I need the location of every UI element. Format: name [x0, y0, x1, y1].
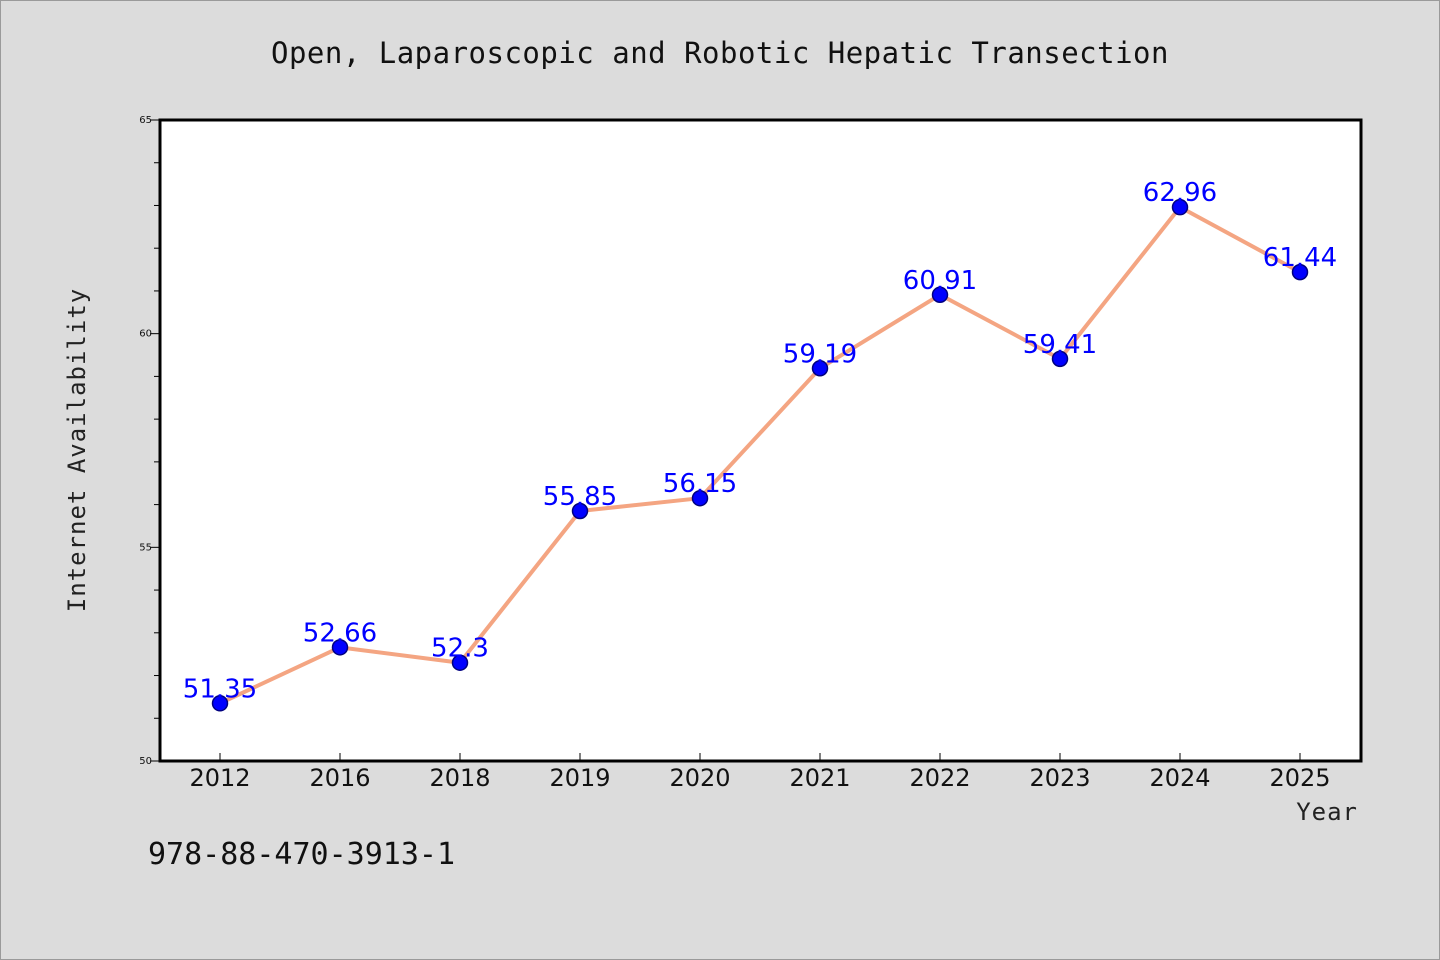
x-tick-label: 2022: [909, 764, 970, 792]
data-label: 62.96: [1143, 178, 1217, 208]
data-label: 55.85: [543, 482, 617, 512]
data-label: 60.91: [903, 266, 977, 296]
plot-area: [158, 118, 1363, 763]
series-layer: 51.35 52.66 52.3 55.85 56.15 59.19 60.91 59.41 6…: [183, 178, 1337, 712]
y-tick-label: 55: [139, 542, 152, 553]
x-tick-label: 2019: [549, 764, 610, 792]
data-point: [811, 360, 829, 377]
data-point: [211, 695, 229, 712]
series-line: [218, 205, 1302, 706]
data-label: 59.41: [1023, 330, 1097, 360]
data-label: 59.19: [783, 339, 857, 369]
x-tick-label: 2016: [309, 764, 370, 792]
x-tick-label: 2018: [429, 764, 490, 792]
data-point: [931, 286, 949, 304]
x-tick-label: 2025: [1269, 764, 1330, 792]
data-label: 56.15: [663, 469, 737, 499]
x-tick-label: 2024: [1149, 764, 1210, 792]
x-tick-label: 2012: [189, 764, 250, 792]
y-tick-label: 65: [139, 115, 152, 126]
x-tick-label: 2021: [789, 764, 850, 792]
data-point: [571, 502, 589, 520]
data-point: [331, 639, 349, 656]
data-label: 51.35: [183, 674, 257, 704]
footer-isbn: 978-88-470-3913-1: [148, 837, 455, 872]
x-axis: 2012 2016 2018 2019 2020 2021 2022 2023 2024 2025: [189, 753, 1331, 792]
chart-title: Open, Laparoscopic and Robotic Hepatic T…: [271, 36, 1169, 70]
data-point: [1291, 263, 1309, 281]
x-tick-label: 2023: [1029, 764, 1090, 792]
x-axis-label: Year: [1296, 798, 1358, 826]
y-tick-label: 50: [139, 756, 152, 767]
y-axis: 50 55 60 65: [139, 115, 160, 767]
y-axis-label: Internet Availability: [63, 288, 91, 612]
data-point: [691, 489, 709, 507]
data-label: 61.44: [1263, 243, 1337, 273]
y-tick-label: 60: [139, 329, 152, 340]
data-point: [1171, 198, 1189, 216]
data-label: 52.66: [303, 618, 377, 648]
data-point: [1051, 350, 1069, 368]
data-point: [451, 654, 469, 671]
x-tick-label: 2020: [669, 764, 730, 792]
data-label: 52.3: [431, 634, 489, 664]
